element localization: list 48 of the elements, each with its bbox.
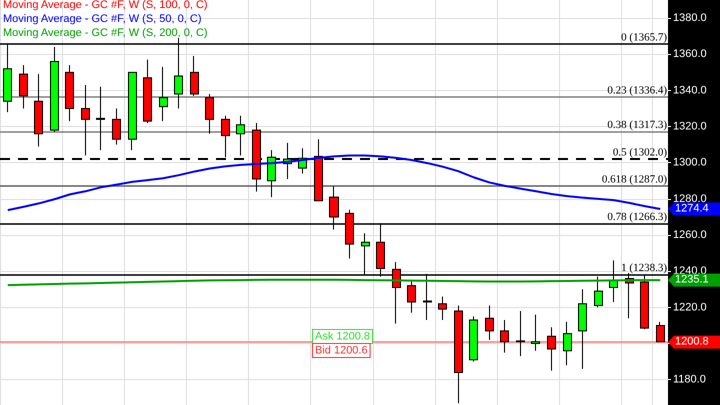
candlestick [128, 72, 137, 151]
candlestick [50, 46, 59, 132]
ref-line-label: 0.78 (1266.3) [607, 211, 668, 224]
y-tick-label: 1380.0 [673, 12, 707, 24]
y-tick-label: 1340.0 [673, 84, 707, 96]
ref-line-label: 0.5 (1302.0) [612, 146, 668, 159]
data-label: 1274.4 [675, 202, 709, 215]
candlestick [407, 280, 416, 314]
y-tick-label: 1320.0 [673, 120, 707, 133]
candlestick [19, 64, 28, 109]
candlestick [190, 56, 199, 96]
y-tick-label: 1260.0 [673, 229, 707, 242]
ref-line-label: 0.618 (1287.0) [602, 174, 668, 186]
legend-label: Moving Average - GC #F, W (S, 100, 0, C) [3, 0, 208, 11]
candlestick [656, 321, 665, 342]
candlestick [143, 59, 152, 124]
candlestick [236, 115, 245, 156]
candlestick [65, 64, 74, 122]
y-tick-label: 1280.0 [673, 192, 707, 205]
candlestick [547, 326, 556, 372]
y-tick-label: 1180.0 [673, 374, 706, 386]
y-tick-label: 1360.0 [673, 48, 707, 60]
y-tick-label: 1300.0 [673, 156, 707, 169]
ref-line-label: 0.23 (1336.4) [607, 84, 668, 96]
candlestick [485, 305, 494, 340]
candlestick [112, 108, 121, 146]
candlestick [205, 94, 214, 134]
annotation: Ask 1200.8 [315, 330, 370, 342]
candlestick [438, 296, 447, 321]
ref-line-label: 0 (1365.7) [621, 31, 668, 44]
ref-line-label: 0.38 (1317.3) [607, 118, 668, 131]
candlestick [516, 310, 525, 357]
candlestick [531, 314, 540, 352]
text: Moving Average - GC #F, W (S, 200, 0, C) [3, 27, 208, 39]
y-tick-label: 1220.0 [673, 301, 707, 314]
candlestick [34, 74, 43, 147]
candlestick [563, 321, 572, 366]
ref-line-label: 1 (1238.3) [621, 262, 668, 274]
candlestick [96, 86, 105, 151]
candlestick [454, 305, 463, 404]
candlestick [500, 320, 509, 354]
text: Moving Average - GC #F, W (S, 50, 0, C) [3, 13, 202, 25]
candlestick [578, 288, 587, 370]
candlestick [469, 316, 478, 362]
annotation: Bid 1200.6 [315, 344, 368, 356]
ref-line-label: 1200.8 [675, 336, 709, 348]
candlestick [159, 66, 168, 122]
candlestick [81, 84, 90, 156]
